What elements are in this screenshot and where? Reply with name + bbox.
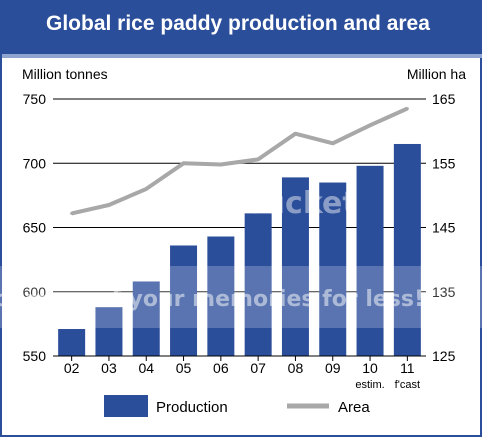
production-bar [393,143,421,356]
x-tick-sublabel: f'cast [395,379,420,391]
production-bar [170,245,198,356]
area-point [144,187,148,191]
area-point [368,123,372,127]
legend-label-area: Area [338,399,370,416]
production-bar [356,165,384,356]
area-point [331,141,335,145]
legend-label-production: Production [156,399,228,416]
x-tick-label: 11 [400,360,415,376]
production-bar [132,281,160,356]
y-axis-right-label: Million ha [407,66,466,82]
area-point [107,203,111,207]
y-tick-right: 155 [432,155,456,171]
y-tick-right: 135 [432,284,456,300]
area-point [182,161,186,165]
x-tick-label: 04 [138,360,154,376]
x-tick-label: 05 [176,360,192,376]
x-tick-label: 07 [250,360,266,376]
area-point [256,157,260,161]
x-tick-sublabel: estim. [355,379,384,391]
x-tick-label: 03 [101,360,117,376]
production-bar [319,182,347,356]
y-tick-left: 700 [23,155,47,171]
production-bar [281,177,309,356]
x-tick-label: 06 [213,360,229,376]
x-tick-label: 10 [362,360,378,376]
title-divider [2,54,482,58]
x-tick-label: 08 [288,360,304,376]
y-tick-left: 550 [23,348,47,364]
area-point [70,211,74,215]
chart-title: Global rice paddy production and area [46,12,430,35]
title-bar: Global rice paddy production and area [2,2,482,54]
area-point [293,132,297,136]
y-tick-right: 165 [432,91,456,107]
y-tick-right: 145 [432,220,456,236]
legend-swatch-production [104,395,148,417]
production-bar [244,213,272,356]
x-tick-label: 09 [325,360,341,376]
x-tick-label: 02 [64,360,80,376]
y-tick-left: 600 [23,284,47,300]
production-bar [58,329,86,356]
y-axis-left-label: Million tonnes [22,66,108,82]
area-point [219,163,223,167]
production-bar [207,236,235,356]
y-tick-left: 650 [23,220,47,236]
production-bar [95,307,123,356]
area-line [71,106,409,216]
y-tick-left: 750 [23,91,47,107]
area-point [405,107,409,111]
y-tick-right: 125 [432,348,456,364]
